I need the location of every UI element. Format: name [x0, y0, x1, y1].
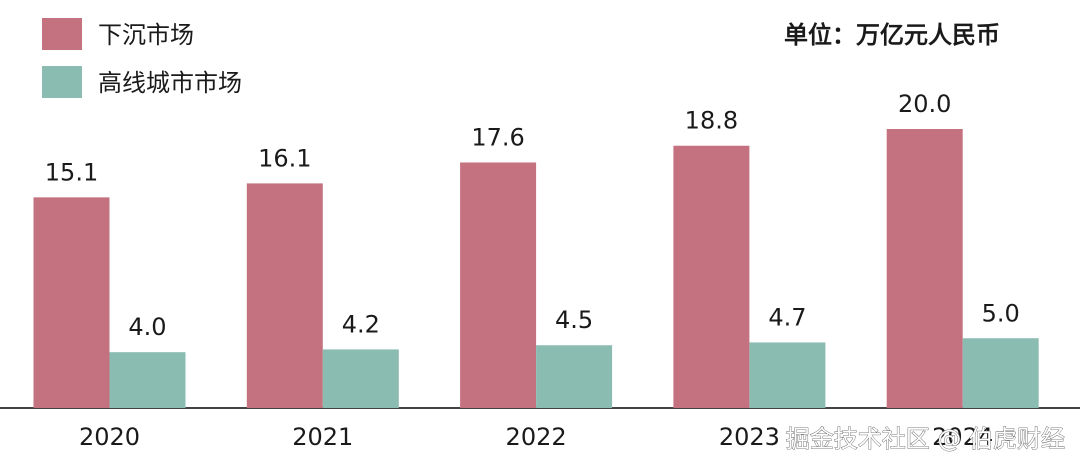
- value-label: 16.1: [258, 144, 311, 172]
- bar: [749, 342, 826, 408]
- value-label: 18.8: [685, 107, 738, 135]
- bar: [246, 183, 323, 408]
- bar: [673, 145, 750, 409]
- x-tick-label: 2021: [292, 423, 353, 451]
- value-label: 4.2: [342, 310, 380, 338]
- x-tick-label: 2020: [79, 423, 140, 451]
- value-label: 5.0: [982, 299, 1020, 327]
- value-label: 17.6: [471, 123, 524, 151]
- legend-swatch: [42, 18, 82, 50]
- legend-swatch: [42, 66, 82, 98]
- unit-annotation: 单位：万亿元人民币: [784, 21, 1000, 49]
- value-label: 20.0: [898, 90, 951, 118]
- bar: [109, 352, 186, 408]
- bar: [536, 345, 613, 408]
- bar: [33, 197, 110, 408]
- legend-label: 下沉市场: [98, 21, 194, 49]
- value-label: 15.1: [45, 158, 98, 186]
- bar: [322, 349, 399, 408]
- x-tick-label: 2022: [506, 423, 567, 451]
- bar: [962, 338, 1039, 408]
- x-tick-label: 2024: [932, 423, 993, 451]
- bar: [886, 129, 963, 408]
- value-label: 4.5: [555, 306, 593, 334]
- watermark: 掘金技术社区 @ 伯虎财经: [786, 425, 1065, 453]
- bar: [460, 162, 537, 408]
- legend-label: 高线城市市场: [98, 69, 242, 97]
- x-tick-label: 2023: [719, 423, 780, 451]
- value-label: 4.7: [768, 303, 806, 331]
- value-label: 4.0: [128, 313, 166, 341]
